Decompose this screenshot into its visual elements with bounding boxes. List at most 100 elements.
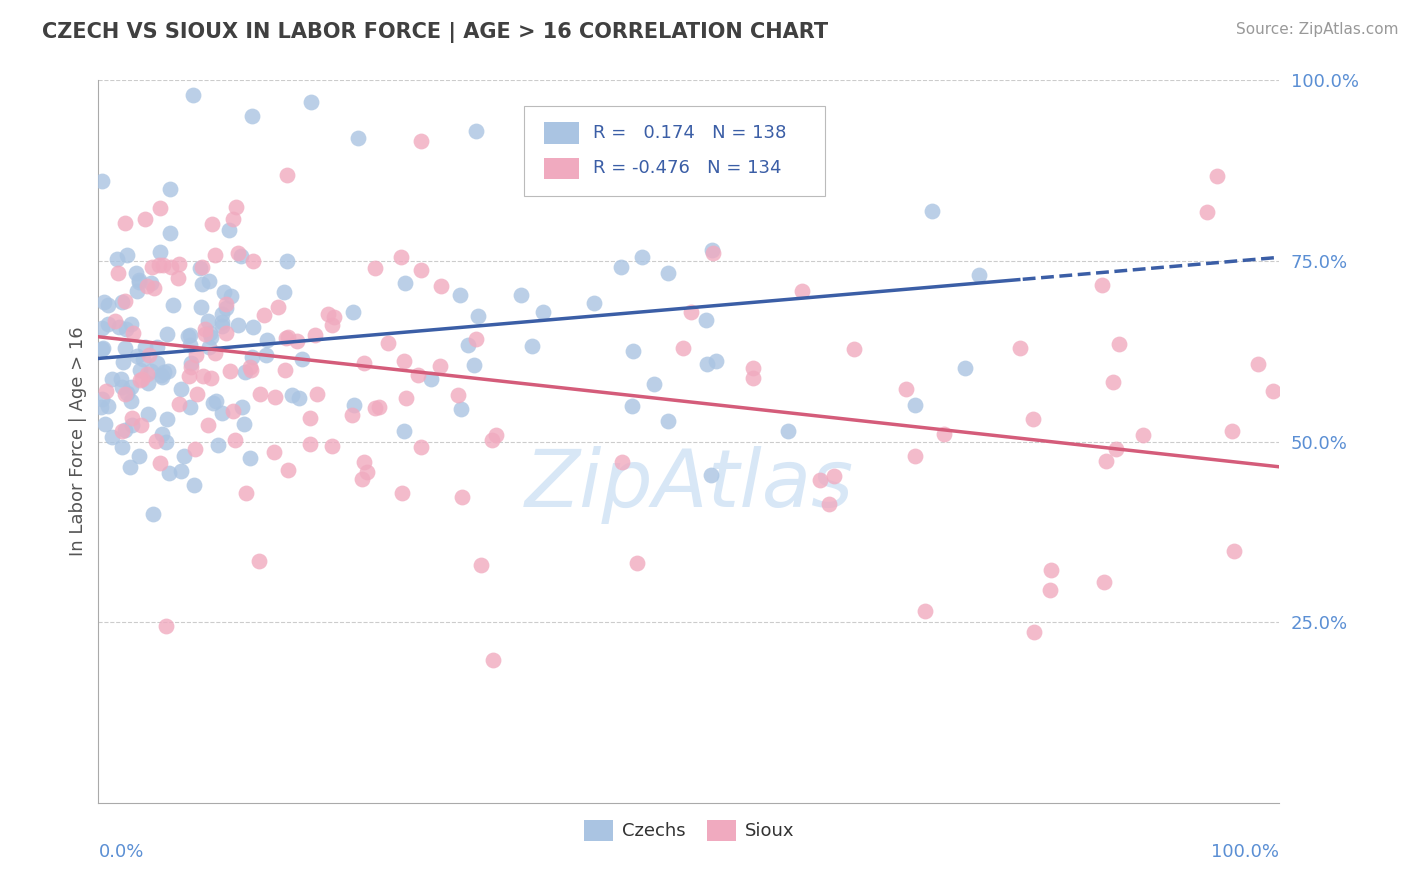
Point [150, 426, 173, 441]
Point [776, 425, 799, 439]
Point [485, 428, 508, 442]
Point [114, 294, 136, 309]
Point [321, 439, 343, 453]
Point [817, 497, 839, 511]
Point [363, 401, 385, 416]
Point [457, 337, 479, 351]
Point [1220, 424, 1243, 438]
Point [222, 211, 245, 226]
Point [177, 329, 200, 343]
Point [247, 554, 270, 568]
Point [288, 392, 311, 406]
Point [1039, 582, 1062, 597]
Point [276, 253, 298, 268]
Point [198, 326, 221, 340]
Point [159, 260, 181, 275]
Point [139, 277, 162, 291]
Point [342, 304, 364, 318]
Point [1102, 375, 1125, 389]
Point [1197, 204, 1219, 219]
Point [136, 368, 159, 382]
Point [256, 333, 278, 347]
Point [114, 423, 136, 437]
Point [1010, 341, 1032, 355]
Point [1263, 384, 1285, 398]
Point [128, 273, 150, 287]
Point [128, 373, 150, 387]
Point [121, 326, 143, 340]
Text: R = -0.476   N = 134: R = -0.476 N = 134 [593, 160, 782, 178]
Point [103, 314, 125, 328]
Point [450, 401, 472, 416]
Point [141, 364, 163, 378]
Point [107, 266, 129, 280]
Point [321, 318, 343, 333]
Point [520, 339, 543, 353]
Point [228, 318, 250, 332]
Point [790, 284, 813, 298]
Point [129, 418, 152, 433]
Point [921, 203, 943, 218]
Point [903, 398, 925, 412]
Point [145, 434, 167, 448]
Point [353, 455, 375, 469]
Point [115, 322, 138, 336]
Point [239, 359, 262, 374]
Point [643, 377, 665, 392]
Point [155, 434, 177, 449]
Point [1022, 412, 1045, 426]
Point [395, 391, 418, 405]
Point [149, 245, 172, 260]
Point [955, 360, 977, 375]
Point [896, 382, 918, 396]
Point [231, 400, 253, 414]
Text: 100.0%: 100.0% [1212, 843, 1279, 861]
Point [197, 418, 219, 433]
Point [218, 364, 240, 378]
Bar [544, 122, 579, 144]
Point [695, 312, 717, 326]
Point [696, 357, 718, 371]
Point [368, 400, 391, 414]
Point [114, 216, 136, 230]
Point [142, 508, 165, 522]
Point [481, 433, 503, 447]
Text: CZECH VS SIOUX IN LABOR FORCE | AGE > 16 CORRELATION CHART: CZECH VS SIOUX IN LABOR FORCE | AGE > 16… [42, 22, 828, 44]
Point [204, 345, 226, 359]
Point [136, 407, 159, 421]
Y-axis label: In Labor Force | Age > 16: In Labor Force | Age > 16 [69, 326, 87, 557]
Point [194, 326, 217, 341]
Point [193, 368, 215, 383]
Point [291, 352, 314, 367]
Point [201, 395, 224, 409]
Point [93, 295, 115, 310]
Point [97, 317, 120, 331]
Point [409, 134, 432, 148]
Point [214, 285, 236, 299]
Point [111, 355, 134, 369]
Point [149, 201, 172, 215]
Point [188, 260, 211, 275]
Point [254, 348, 277, 362]
Point [180, 356, 202, 370]
Point [101, 429, 124, 443]
Point [233, 417, 256, 431]
Point [364, 261, 387, 276]
Point [120, 380, 142, 394]
Point [156, 364, 179, 378]
Point [200, 330, 222, 344]
Point [429, 359, 451, 374]
Point [226, 246, 249, 260]
Point [242, 320, 264, 334]
Point [1132, 427, 1154, 442]
Point [823, 468, 845, 483]
Point [657, 266, 679, 280]
Point [141, 260, 163, 275]
Point [1108, 336, 1130, 351]
Point [253, 308, 276, 322]
Point [117, 247, 139, 261]
Point [215, 301, 238, 315]
Point [347, 131, 370, 145]
Point [128, 363, 150, 377]
Point [101, 372, 124, 386]
